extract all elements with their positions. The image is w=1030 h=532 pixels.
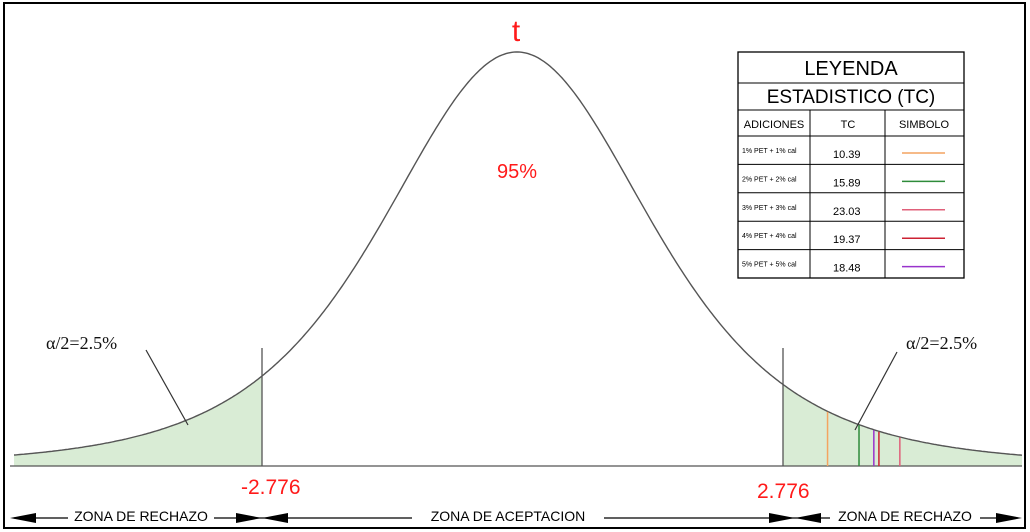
legend-row: 5% PET + 5% cal 18.48: [742, 262, 945, 275]
legend-rows: 1% PET + 1% cal 10.39 2% PET + 2% cal 15.89…: [738, 148, 964, 275]
alpha-left-label: α/2=2.5%: [46, 333, 117, 353]
legend-row: 3% PET + 3% cal 23.03: [738, 205, 964, 222]
zone-right-label-bg: [830, 508, 980, 522]
critical-value-right: 2.776: [757, 480, 810, 503]
zone-center-label-bg: [412, 508, 604, 522]
arrowhead-left-zone-right: [236, 513, 262, 523]
arrowhead-right-end: [996, 513, 1022, 523]
legend-row-label: 2% PET + 2% cal: [742, 176, 797, 183]
statistic-lines: [826, 411, 901, 466]
legend-border: [737, 51, 965, 279]
critical-value-left: -2.776: [241, 476, 301, 499]
alpha-right-pointer: [854, 351, 898, 431]
left-rejection-area: [14, 376, 262, 466]
zone-right-label: ZONA DE RECHAZO: [838, 508, 972, 524]
arrowhead-center-zone-left: [262, 513, 288, 523]
legend-row-tc: 15.89: [833, 177, 861, 189]
zone-arrowheads: [10, 513, 1022, 523]
alpha-right-label: α/2=2.5%: [906, 333, 977, 353]
zone-label-backgrounds: [68, 508, 980, 522]
legend-row-label: 1% PET + 1% cal: [742, 148, 797, 155]
zone-left-label: ZONA DE RECHAZO: [74, 508, 208, 524]
right-rejection-area: [783, 384, 1022, 466]
alpha-left-pointer: [145, 349, 189, 426]
legend-row-label: 3% PET + 3% cal: [742, 205, 797, 212]
legend-row-label: 4% PET + 4% cal: [742, 233, 797, 240]
legend-row-tc: 10.39: [833, 149, 861, 161]
legend-row-tc: 18.48: [833, 263, 861, 275]
legend-header-symbol: SIMBOLO: [899, 119, 950, 131]
legend-row: 2% PET + 2% cal 15.89: [738, 176, 964, 194]
arrowhead-right-zone-left: [795, 513, 821, 523]
zone-left-label-bg: [68, 508, 214, 522]
legend-row-tc: 23.03: [833, 206, 861, 218]
legend-subtitle: ESTADISTICO (TC): [767, 87, 936, 108]
arrowhead-center-zone-right: [769, 513, 795, 523]
legend-header-additions: ADICIONES: [744, 119, 805, 131]
legend-row: 4% PET + 4% cal 19.37: [738, 233, 964, 251]
legend-row: 1% PET + 1% cal 10.39: [738, 148, 964, 165]
acceptance-percent-label: 95%: [497, 161, 537, 183]
legend-row-label: 5% PET + 5% cal: [742, 262, 797, 269]
distribution-title: t: [512, 15, 521, 48]
frame: [3, 2, 1026, 529]
zone-center-label: ZONA DE ACEPTACION: [431, 508, 586, 524]
legend-table: LEYENDA ESTADISTICO (TC) ADICIONES TC SI…: [737, 51, 965, 279]
legend-row-tc: 19.37: [833, 234, 861, 246]
legend-header-tc: TC: [841, 119, 856, 131]
t-distribution-curve: [13, 51, 1023, 456]
arrowhead-left-end: [10, 513, 36, 523]
legend-title: LEYENDA: [804, 58, 898, 80]
